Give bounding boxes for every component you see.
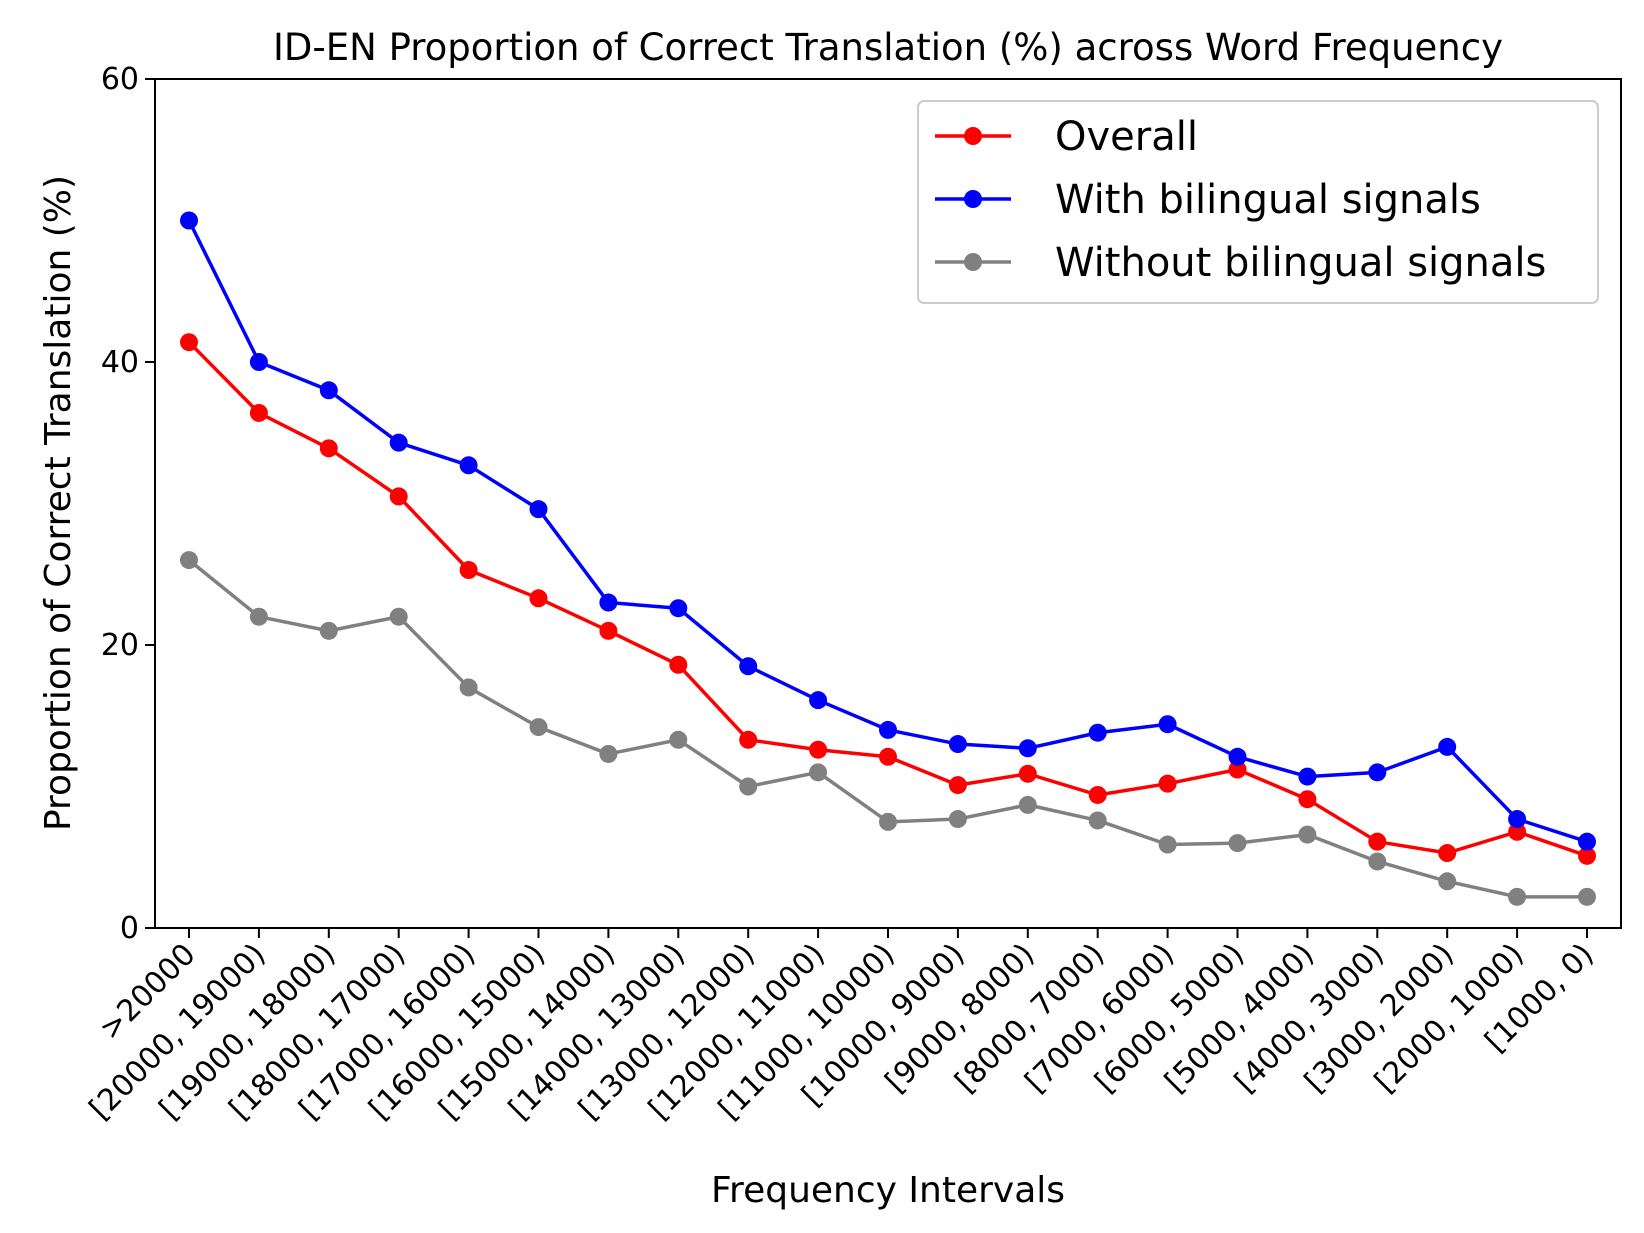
series-3-point [948, 810, 967, 829]
series-2-point [389, 433, 408, 452]
series-1-point [1088, 785, 1107, 804]
series-3-point [319, 621, 338, 640]
series-3-point [669, 730, 688, 749]
series-3-point [1438, 872, 1457, 891]
series-3-point [529, 718, 548, 737]
x-axis: >20000[20000, 19000)[19000, 18000)[18000… [83, 928, 1601, 1127]
series-1-point [1508, 822, 1527, 841]
series-3-point [739, 777, 758, 796]
series-2-point [459, 456, 478, 475]
series-3-point [1158, 835, 1177, 854]
y-axis: 0 20 40 60 [101, 62, 155, 946]
series-1-point [389, 487, 408, 506]
legend-marker-1 [964, 127, 982, 145]
series-3-point [1088, 811, 1107, 830]
series-1-point [1368, 832, 1387, 851]
series-2-point [1298, 767, 1317, 786]
series-3-point [1228, 834, 1247, 853]
series-1-point [669, 655, 688, 674]
series-3-point [1018, 795, 1037, 814]
series-2-point [739, 657, 758, 676]
y-axis-label: Proportion of Correct Translation (%) [38, 175, 79, 831]
series-2-point [809, 691, 828, 710]
series-3-point [599, 744, 618, 763]
y-tick-label: 0 [120, 911, 139, 946]
series-3-point [879, 812, 897, 831]
series-2-point [249, 353, 268, 371]
series-1-point [948, 776, 967, 795]
series-3-point [459, 678, 478, 697]
y-tick-label: 60 [101, 62, 139, 97]
series-2-point [1228, 747, 1247, 766]
series-1-point [599, 621, 618, 640]
series-2-point [1018, 739, 1037, 758]
series-2-point [319, 381, 338, 400]
series-3-point [1298, 825, 1317, 844]
chart-title: ID-EN Proportion of Correct Translation … [273, 26, 1503, 69]
series-2-point [948, 735, 967, 754]
legend-label-2: With bilingual signals [1055, 177, 1481, 223]
series-1-point [1578, 846, 1596, 865]
series-2-point [180, 211, 198, 230]
series-1-point [1018, 764, 1037, 783]
series-3-point [1508, 887, 1527, 906]
series-1-point [529, 589, 548, 608]
series-1-point [249, 403, 268, 422]
series-2-point [1578, 832, 1596, 851]
series-1-point [1438, 844, 1457, 863]
series-2-point [599, 593, 618, 612]
series-2-point [669, 599, 688, 618]
series-2-point [1438, 737, 1457, 756]
series-layer [180, 211, 1596, 906]
series-2-point [1088, 723, 1107, 742]
series-2-point [1368, 763, 1387, 782]
series-3-point [389, 607, 408, 626]
series-1-point [1298, 790, 1317, 809]
series-1-point [809, 740, 828, 759]
series-2-point [879, 720, 897, 739]
series-1-point [180, 333, 198, 352]
legend-marker-3 [964, 253, 982, 271]
series-2-point [529, 500, 548, 519]
series-3-point [809, 763, 828, 782]
series-1-point [459, 561, 478, 580]
legend: Overall With bilingual signals Without bil… [917, 100, 1599, 304]
y-tick-label: 40 [101, 345, 139, 380]
legend-label-3: Without bilingual signals [1055, 240, 1546, 286]
series-1-point [319, 439, 338, 458]
series-3-point [249, 607, 268, 626]
series-2-point [1508, 810, 1527, 829]
series-3-point [180, 551, 198, 570]
series-3-point [1578, 887, 1596, 906]
legend-marker-2 [964, 190, 982, 208]
legend-frame [917, 100, 1599, 304]
series-1-point [1158, 774, 1177, 793]
x-axis-label: Frequency Intervals [711, 1170, 1065, 1211]
legend-label-1: Overall [1055, 114, 1198, 160]
series-3-point [1368, 852, 1387, 871]
series-2-point [1158, 715, 1177, 734]
y-tick-label: 20 [101, 628, 139, 663]
series-1-point [739, 730, 758, 749]
series-1-point [1228, 760, 1247, 779]
series-1-point [879, 747, 897, 766]
